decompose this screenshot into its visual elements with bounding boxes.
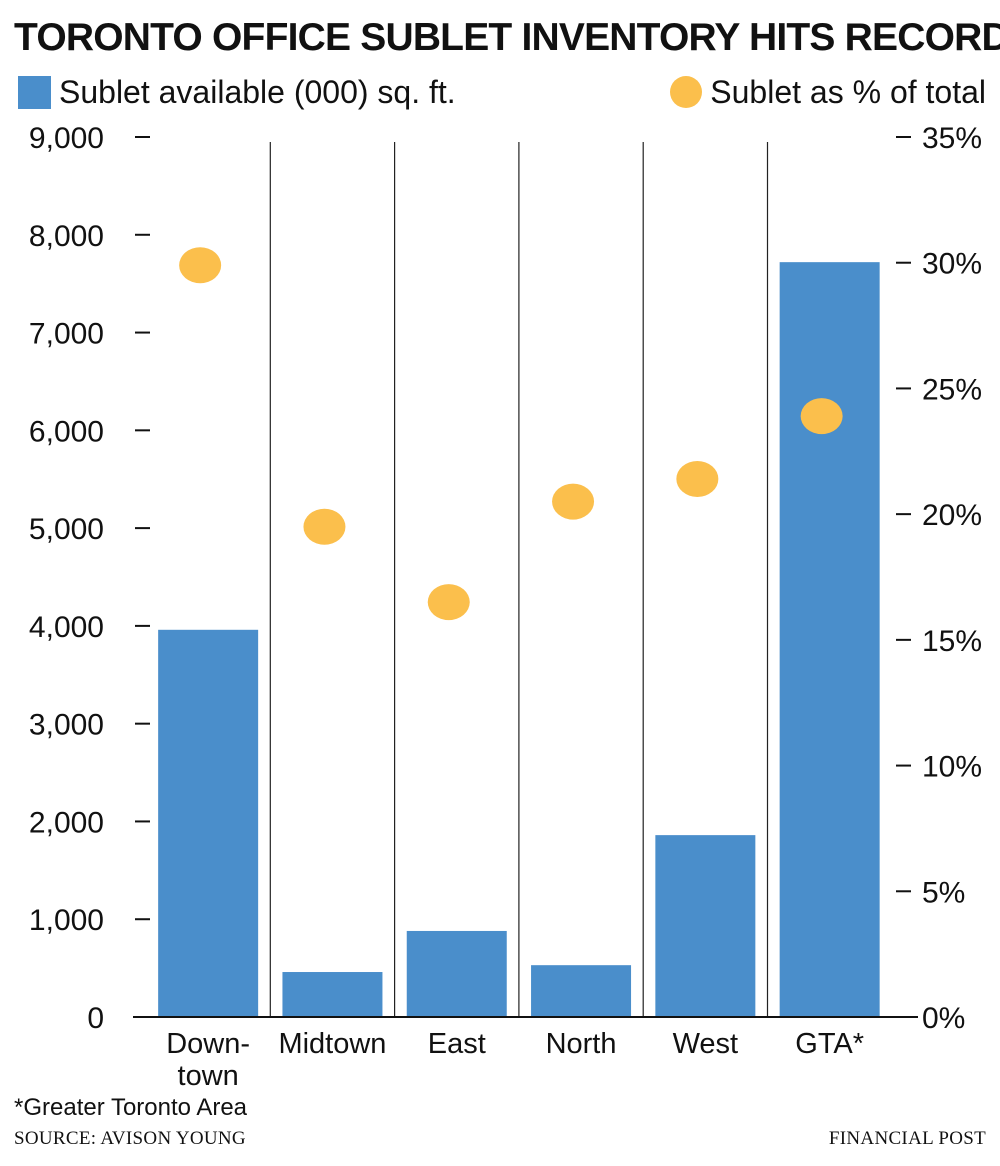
legend-label-dots: Sublet as % of total [710, 73, 986, 110]
right-axis-tick-label: 20% [922, 499, 982, 532]
bar-3 [531, 965, 632, 1017]
left-axis-tick-label: 1,000 [29, 904, 104, 937]
bar-4 [655, 835, 756, 1017]
right-axis-tick-label: 0% [922, 1002, 965, 1035]
right-axis-tick-label: 25% [922, 373, 982, 406]
footnote: *Greater Toronto Area [14, 1094, 248, 1121]
left-axis-tick-label: 6,000 [29, 415, 104, 448]
category-label: GTA* [795, 1028, 864, 1060]
left-axis-tick-label: 8,000 [29, 220, 104, 253]
left-axis-tick-label: 2,000 [29, 806, 104, 839]
percent-dot-2 [427, 584, 470, 621]
category-label: Down-town [166, 1028, 250, 1092]
left-axis-tick-label: 7,000 [29, 318, 104, 351]
legend-item-bars: Sublet available (000) sq. ft. [18, 72, 456, 112]
category-label: West [673, 1028, 739, 1060]
category-label: East [428, 1028, 486, 1060]
left-axis-tick-label: 0 [87, 1002, 104, 1035]
right-axis-tick-label: 30% [922, 248, 982, 281]
bar-5 [779, 262, 880, 1018]
legend-swatch-dot [670, 76, 703, 108]
bar-2 [406, 930, 507, 1017]
category-label: Midtown [278, 1028, 386, 1060]
publisher-credit: FINANCIAL POST [828, 1128, 986, 1149]
right-axis-tick-label: 5% [922, 876, 965, 909]
left-axis-tick-label: 4,000 [29, 611, 104, 644]
percent-dot-3 [552, 483, 595, 520]
legend-item-dots: Sublet as % of total [670, 72, 986, 112]
left-axis-tick-label: 3,000 [29, 709, 104, 742]
right-axis-tick-label: 35% [922, 122, 982, 155]
legend-label-bars: Sublet available (000) sq. ft. [59, 73, 456, 110]
chart-title: TORONTO OFFICE SUBLET INVENTORY HITS REC… [14, 16, 1000, 59]
right-axis-tick-label: 10% [922, 751, 982, 784]
source-credit: SOURCE: AVISON YOUNG [14, 1128, 246, 1149]
percent-dot-0 [179, 247, 222, 284]
bar-1 [282, 972, 383, 1017]
percent-dot-5 [800, 398, 843, 435]
left-axis-tick-label: 9,000 [29, 122, 104, 155]
percent-dot-1 [303, 508, 346, 545]
legend-swatch-bar [18, 75, 51, 109]
bar-0 [158, 629, 259, 1017]
left-axis-tick-label: 5,000 [29, 513, 104, 546]
category-label: North [546, 1028, 617, 1060]
right-axis-tick-label: 15% [922, 625, 982, 658]
percent-dot-4 [676, 460, 719, 497]
